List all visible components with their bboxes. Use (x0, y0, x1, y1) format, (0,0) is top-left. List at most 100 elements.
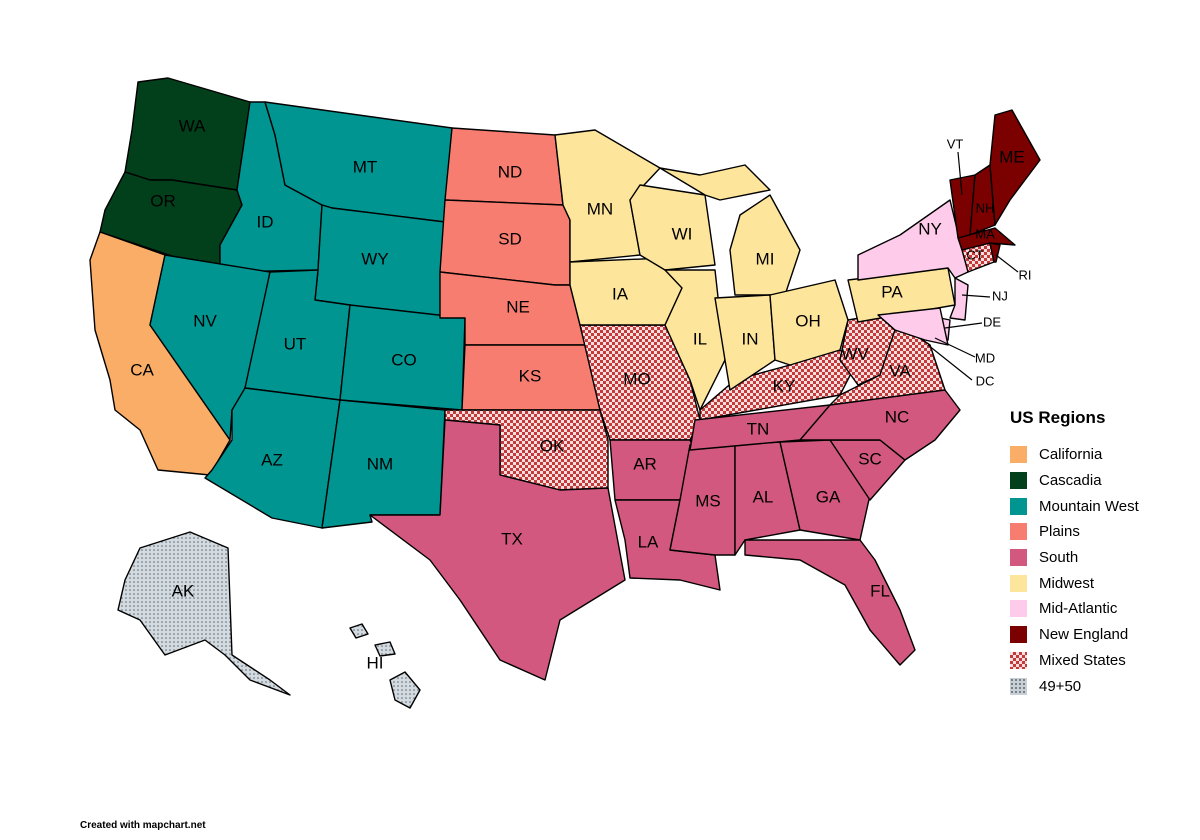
label-oh: OH (795, 311, 821, 330)
label-wa: WA (179, 116, 206, 135)
state-ak[interactable] (117, 531, 291, 696)
state-md[interactable] (877, 307, 949, 346)
state-mi-up[interactable] (659, 164, 771, 201)
legend-swatch (1010, 677, 1027, 695)
label-az: AZ (261, 450, 283, 469)
label-mt: MT (353, 157, 378, 176)
label-sd: SD (498, 229, 522, 248)
legend-label: Mountain West (1039, 497, 1139, 515)
state-hi-3[interactable] (374, 641, 396, 657)
label-ga: GA (816, 487, 841, 506)
label-id: ID (257, 212, 274, 231)
label-il: IL (693, 329, 707, 348)
state-ny[interactable] (857, 199, 969, 281)
legend-item: Mountain West (1010, 493, 1190, 519)
leader-vt (957, 151, 963, 196)
legend-swatch (1010, 472, 1027, 490)
legend-item: Midwest (1010, 570, 1190, 596)
label-ny: NY (918, 219, 942, 238)
label-nj: NJ (992, 288, 1008, 303)
legend-swatch (1010, 497, 1027, 515)
leader-ri (995, 254, 1019, 273)
label-dc: DC (976, 373, 995, 388)
label-ri: RI (1019, 267, 1032, 282)
legend-label: Midwest (1039, 574, 1095, 592)
label-nm: NM (367, 454, 393, 473)
leader-de (944, 322, 983, 329)
label-wi: WI (672, 224, 693, 243)
label-ct: CT (966, 247, 983, 262)
label-nd: ND (498, 162, 523, 181)
legend-label: Mixed States (1039, 651, 1126, 669)
label-de: DE (983, 314, 1001, 329)
state-hi-2[interactable] (349, 623, 369, 639)
label-me: ME (999, 147, 1025, 166)
label-mi: MI (756, 249, 775, 268)
state-nj[interactable] (949, 277, 969, 321)
state-ri[interactable] (989, 242, 1001, 263)
legend-label: Mid-Atlantic (1039, 600, 1118, 618)
state-oh[interactable] (769, 279, 849, 366)
label-ak: AK (172, 581, 195, 600)
label-ms: MS (695, 491, 721, 510)
state-mi[interactable] (729, 194, 801, 296)
state-tx[interactable] (369, 419, 626, 681)
legend-label: Cascadia (1039, 472, 1102, 490)
state-il[interactable] (664, 269, 726, 411)
label-al: AL (753, 487, 774, 506)
legend-item: Mid-Atlantic (1010, 596, 1190, 622)
label-wy: WY (361, 249, 388, 268)
legend-item: Plains (1010, 519, 1190, 545)
label-ca: CA (130, 360, 154, 379)
label-tx: TX (501, 529, 523, 548)
label-in: IN (742, 329, 759, 348)
legend-item: 49+50 (1010, 673, 1190, 699)
label-sc: SC (858, 449, 882, 468)
label-vt: VT (947, 136, 964, 151)
label-nc: NC (885, 407, 910, 426)
legend-label: Plains (1039, 523, 1080, 541)
state-hi[interactable] (389, 671, 421, 709)
label-ok: OK (540, 436, 565, 455)
legend-swatch (1010, 523, 1027, 541)
leader-md (934, 337, 976, 358)
credit-text: Created with mapchart.net (80, 820, 206, 831)
legend-label: 49+50 (1039, 677, 1082, 695)
label-co: CO (391, 350, 417, 369)
state-fl[interactable] (744, 539, 916, 666)
label-or: OR (150, 191, 176, 210)
legend-swatch (1010, 600, 1027, 618)
label-ma: MA (975, 226, 995, 241)
state-ma[interactable] (957, 227, 1016, 251)
state-nc[interactable] (799, 389, 961, 461)
legend-label: California (1039, 446, 1103, 464)
label-tn: TN (747, 419, 770, 438)
label-mn: MN (587, 199, 613, 218)
legend-swatch (1010, 626, 1027, 644)
legend-swatch (1010, 549, 1027, 567)
leader-dc (927, 344, 973, 381)
state-me[interactable] (989, 109, 1041, 226)
legend-items: California Cascadia Mountain West Plains Sou… (1010, 442, 1190, 699)
label-fl: FL (870, 581, 890, 600)
label-ne: NE (506, 297, 530, 316)
legend-item: New England (1010, 622, 1190, 648)
legend-item: Cascadia (1010, 468, 1190, 494)
legend-item: California (1010, 442, 1190, 468)
legend-item: South (1010, 545, 1190, 571)
state-in[interactable] (714, 294, 776, 391)
label-nh: NH (976, 200, 995, 215)
label-ky: KY (773, 376, 796, 395)
legend-label: South (1039, 549, 1079, 567)
label-va: VA (889, 361, 911, 380)
label-nv: NV (193, 311, 217, 330)
legend: US Regions California Cascadia Mountain We… (1010, 408, 1190, 699)
label-la: LA (638, 532, 659, 551)
legend-swatch (1010, 651, 1027, 669)
leader-nj (961, 294, 991, 298)
label-wv: WV (841, 344, 869, 363)
label-md: MD (975, 350, 995, 365)
label-hi: HI (367, 653, 384, 672)
legend-swatch (1010, 574, 1027, 592)
